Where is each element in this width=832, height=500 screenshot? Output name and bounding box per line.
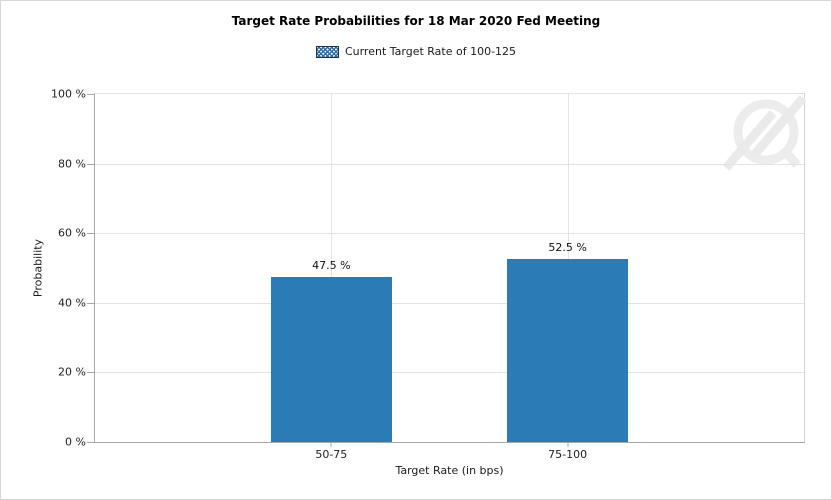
y-tick-mark	[87, 163, 94, 165]
plot-area: 47.5 % 52.5 %	[87, 93, 807, 447]
y-tick-label: 20 %	[58, 365, 86, 379]
circle-lightning-bolt-logo	[722, 95, 807, 171]
y-tick-label: 100 %	[51, 87, 86, 101]
x-tick-label: 50-75	[315, 448, 348, 461]
y-tick-mark	[87, 302, 94, 304]
blue-crosshatch-swatch-icon	[315, 46, 339, 58]
x-gridline	[331, 94, 333, 442]
y-gridline	[95, 233, 804, 235]
y-tick-mark	[87, 233, 94, 235]
y-tick-label: 40 %	[58, 296, 86, 310]
y-gridline	[95, 302, 804, 304]
bar-50-75	[270, 276, 392, 442]
x-tick-mark	[330, 442, 332, 447]
y-tick-mark	[87, 94, 94, 95]
legend: Current Target Rate of 100-125	[1, 46, 831, 58]
y-tick-mark	[87, 442, 94, 443]
y-gridline	[95, 163, 804, 165]
x-tick-label: 75-100	[548, 448, 588, 461]
legend-entry-label: Current Target Rate of 100-125	[344, 45, 517, 58]
bar-value-label: 52.5 %	[548, 241, 587, 255]
y-gridline	[95, 372, 804, 374]
y-tick-label: 0 %	[65, 435, 86, 449]
bar-value-label: 47.5 %	[312, 258, 351, 272]
chart-title: Target Rate Probabilities for 18 Mar 202…	[231, 14, 601, 28]
bar-75-100	[507, 259, 629, 442]
y-tick-label: 80 %	[58, 157, 86, 171]
y-tick-mark	[87, 372, 94, 374]
x-axis-title: Target Rate (in bps)	[395, 464, 504, 477]
y-axis-labels: 100 % 80 % 60 % 40 % 20 % 0 %	[1, 88, 86, 449]
y-tick-label: 60 %	[58, 226, 86, 240]
x-axis-labels: 50-75 75-100	[95, 448, 804, 461]
x-tick-mark	[567, 442, 569, 447]
